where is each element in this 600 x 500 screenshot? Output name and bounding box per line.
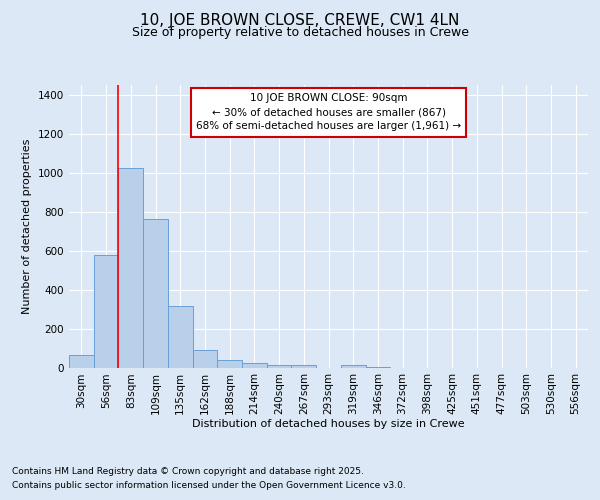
Text: Contains public sector information licensed under the Open Government Licence v3: Contains public sector information licen… [12, 481, 406, 490]
Text: 10 JOE BROWN CLOSE: 90sqm
← 30% of detached houses are smaller (867)
68% of semi: 10 JOE BROWN CLOSE: 90sqm ← 30% of detac… [196, 94, 461, 132]
Text: Contains HM Land Registry data © Crown copyright and database right 2025.: Contains HM Land Registry data © Crown c… [12, 467, 364, 476]
Bar [94, 254, 118, 368]
Bar [168, 306, 193, 368]
Text: 10, JOE BROWN CLOSE, CREWE, CW1 4LN: 10, JOE BROWN CLOSE, CREWE, CW1 4LN [140, 12, 460, 28]
Bar [217, 360, 242, 368]
Y-axis label: Number of detached properties: Number of detached properties [22, 138, 32, 314]
Bar [365, 366, 390, 368]
Bar [292, 365, 316, 368]
Bar [143, 220, 168, 368]
Bar [242, 363, 267, 368]
Bar [118, 168, 143, 368]
Bar [193, 350, 217, 368]
X-axis label: Distribution of detached houses by size in Crewe: Distribution of detached houses by size … [192, 418, 465, 428]
Bar [267, 364, 292, 368]
Bar [69, 355, 94, 368]
Text: Size of property relative to detached houses in Crewe: Size of property relative to detached ho… [131, 26, 469, 39]
Bar [341, 364, 365, 368]
